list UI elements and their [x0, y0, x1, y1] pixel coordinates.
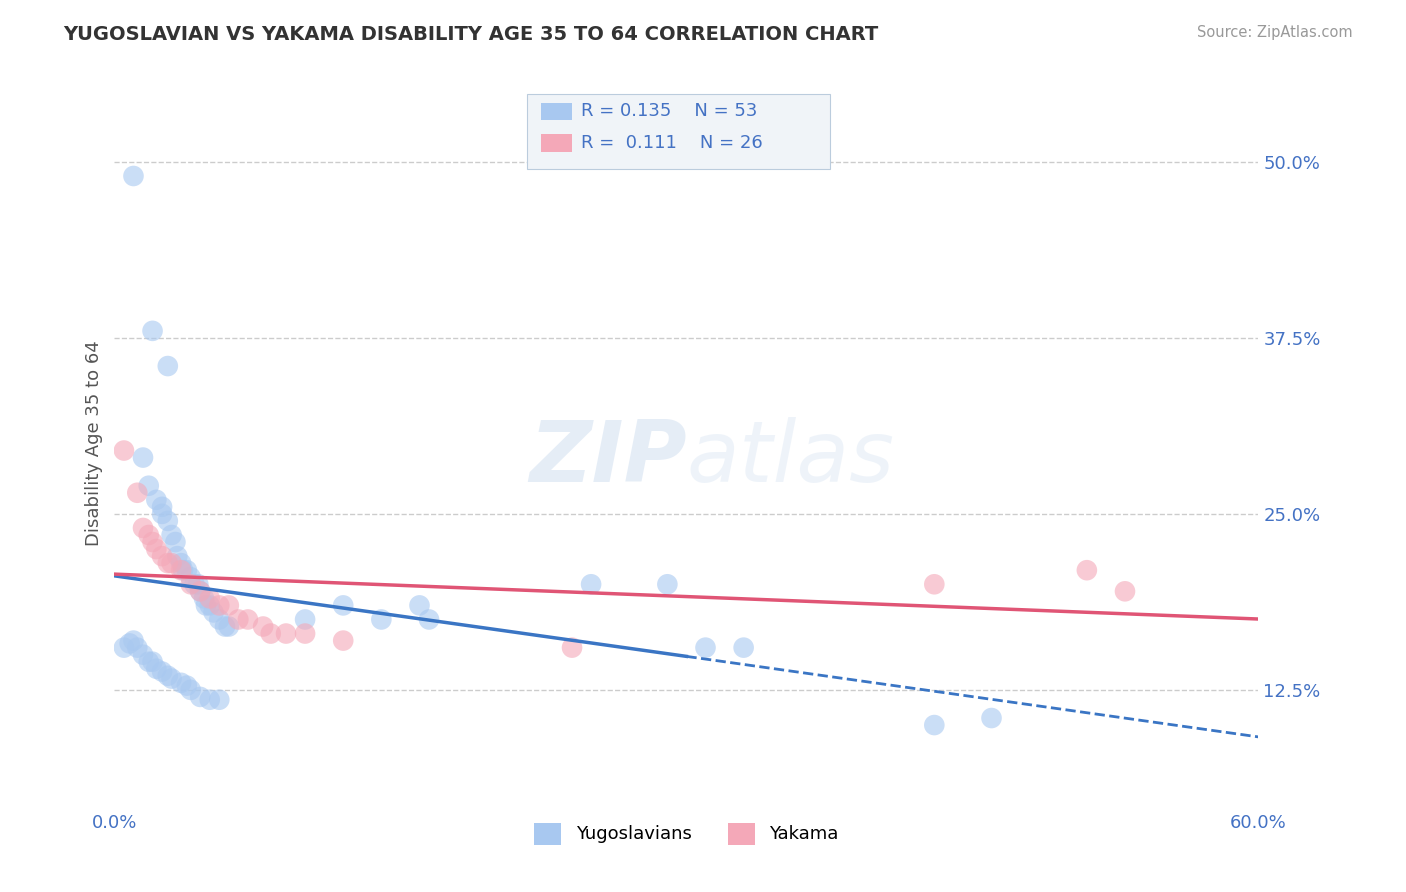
Point: [138, 479, 160, 493]
Point: [180, 682, 202, 697]
Point: [188, 584, 211, 599]
Point: [132, 648, 155, 662]
Point: [145, 492, 167, 507]
Point: [187, 577, 209, 591]
Point: [156, 669, 179, 683]
Point: [418, 612, 440, 626]
Point: [160, 528, 183, 542]
Point: [695, 640, 717, 655]
Point: [1114, 584, 1136, 599]
Point: [138, 655, 160, 669]
Point: [208, 692, 231, 706]
Point: [733, 640, 755, 655]
Point: [408, 599, 430, 613]
Point: [236, 612, 259, 626]
Point: [170, 563, 193, 577]
Point: [160, 672, 183, 686]
Point: [924, 718, 946, 732]
Point: [112, 640, 135, 655]
Text: ZIP: ZIP: [529, 417, 686, 500]
Point: [170, 556, 193, 570]
Point: [218, 619, 240, 633]
Point: [141, 655, 163, 669]
Text: YUGOSLAVIAN VS YAKAMA DISABILITY AGE 35 TO 64 CORRELATION CHART: YUGOSLAVIAN VS YAKAMA DISABILITY AGE 35 …: [63, 25, 879, 44]
Point: [980, 711, 1002, 725]
Point: [145, 662, 167, 676]
Point: [193, 591, 215, 606]
Point: [370, 612, 392, 626]
Point: [274, 626, 297, 640]
Point: [194, 599, 217, 613]
Point: [214, 619, 236, 633]
Point: [112, 443, 135, 458]
Point: [180, 577, 202, 591]
Point: [141, 324, 163, 338]
Point: [176, 563, 198, 577]
Point: [166, 549, 188, 563]
Point: [228, 612, 250, 626]
Legend: Yugoslavians, Yakama: Yugoslavians, Yakama: [527, 815, 846, 852]
Point: [176, 679, 198, 693]
Point: [156, 556, 179, 570]
Text: R =  0.111    N = 26: R = 0.111 N = 26: [581, 134, 762, 152]
Point: [132, 521, 155, 535]
Point: [156, 359, 179, 373]
Point: [150, 665, 173, 679]
Point: [156, 514, 179, 528]
Text: atlas: atlas: [686, 417, 894, 500]
Point: [138, 528, 160, 542]
Point: [141, 535, 163, 549]
Point: [145, 542, 167, 557]
Point: [127, 640, 149, 655]
Point: [332, 599, 354, 613]
Point: [150, 507, 173, 521]
Point: [170, 676, 193, 690]
Point: [294, 626, 316, 640]
Point: [127, 485, 149, 500]
Point: [218, 599, 240, 613]
Point: [188, 690, 211, 704]
Point: [122, 633, 145, 648]
Point: [579, 577, 602, 591]
Point: [332, 633, 354, 648]
Text: Source: ZipAtlas.com: Source: ZipAtlas.com: [1197, 25, 1353, 40]
Point: [172, 563, 194, 577]
Point: [561, 640, 583, 655]
Point: [118, 636, 141, 650]
Point: [198, 599, 221, 613]
Point: [165, 535, 187, 549]
Point: [183, 577, 205, 591]
Point: [252, 619, 274, 633]
Point: [260, 626, 283, 640]
Text: R = 0.135    N = 53: R = 0.135 N = 53: [581, 103, 756, 120]
Y-axis label: Disability Age 35 to 64: Disability Age 35 to 64: [86, 341, 103, 547]
Point: [198, 591, 221, 606]
Point: [150, 500, 173, 514]
Point: [198, 692, 221, 706]
Point: [160, 556, 183, 570]
Point: [1076, 563, 1098, 577]
Point: [208, 612, 231, 626]
Point: [202, 606, 225, 620]
Point: [657, 577, 679, 591]
Point: [150, 549, 173, 563]
Point: [188, 584, 211, 599]
Point: [924, 577, 946, 591]
Point: [208, 599, 231, 613]
Point: [180, 570, 202, 584]
Point: [294, 612, 316, 626]
Point: [122, 169, 145, 183]
Point: [132, 450, 155, 465]
